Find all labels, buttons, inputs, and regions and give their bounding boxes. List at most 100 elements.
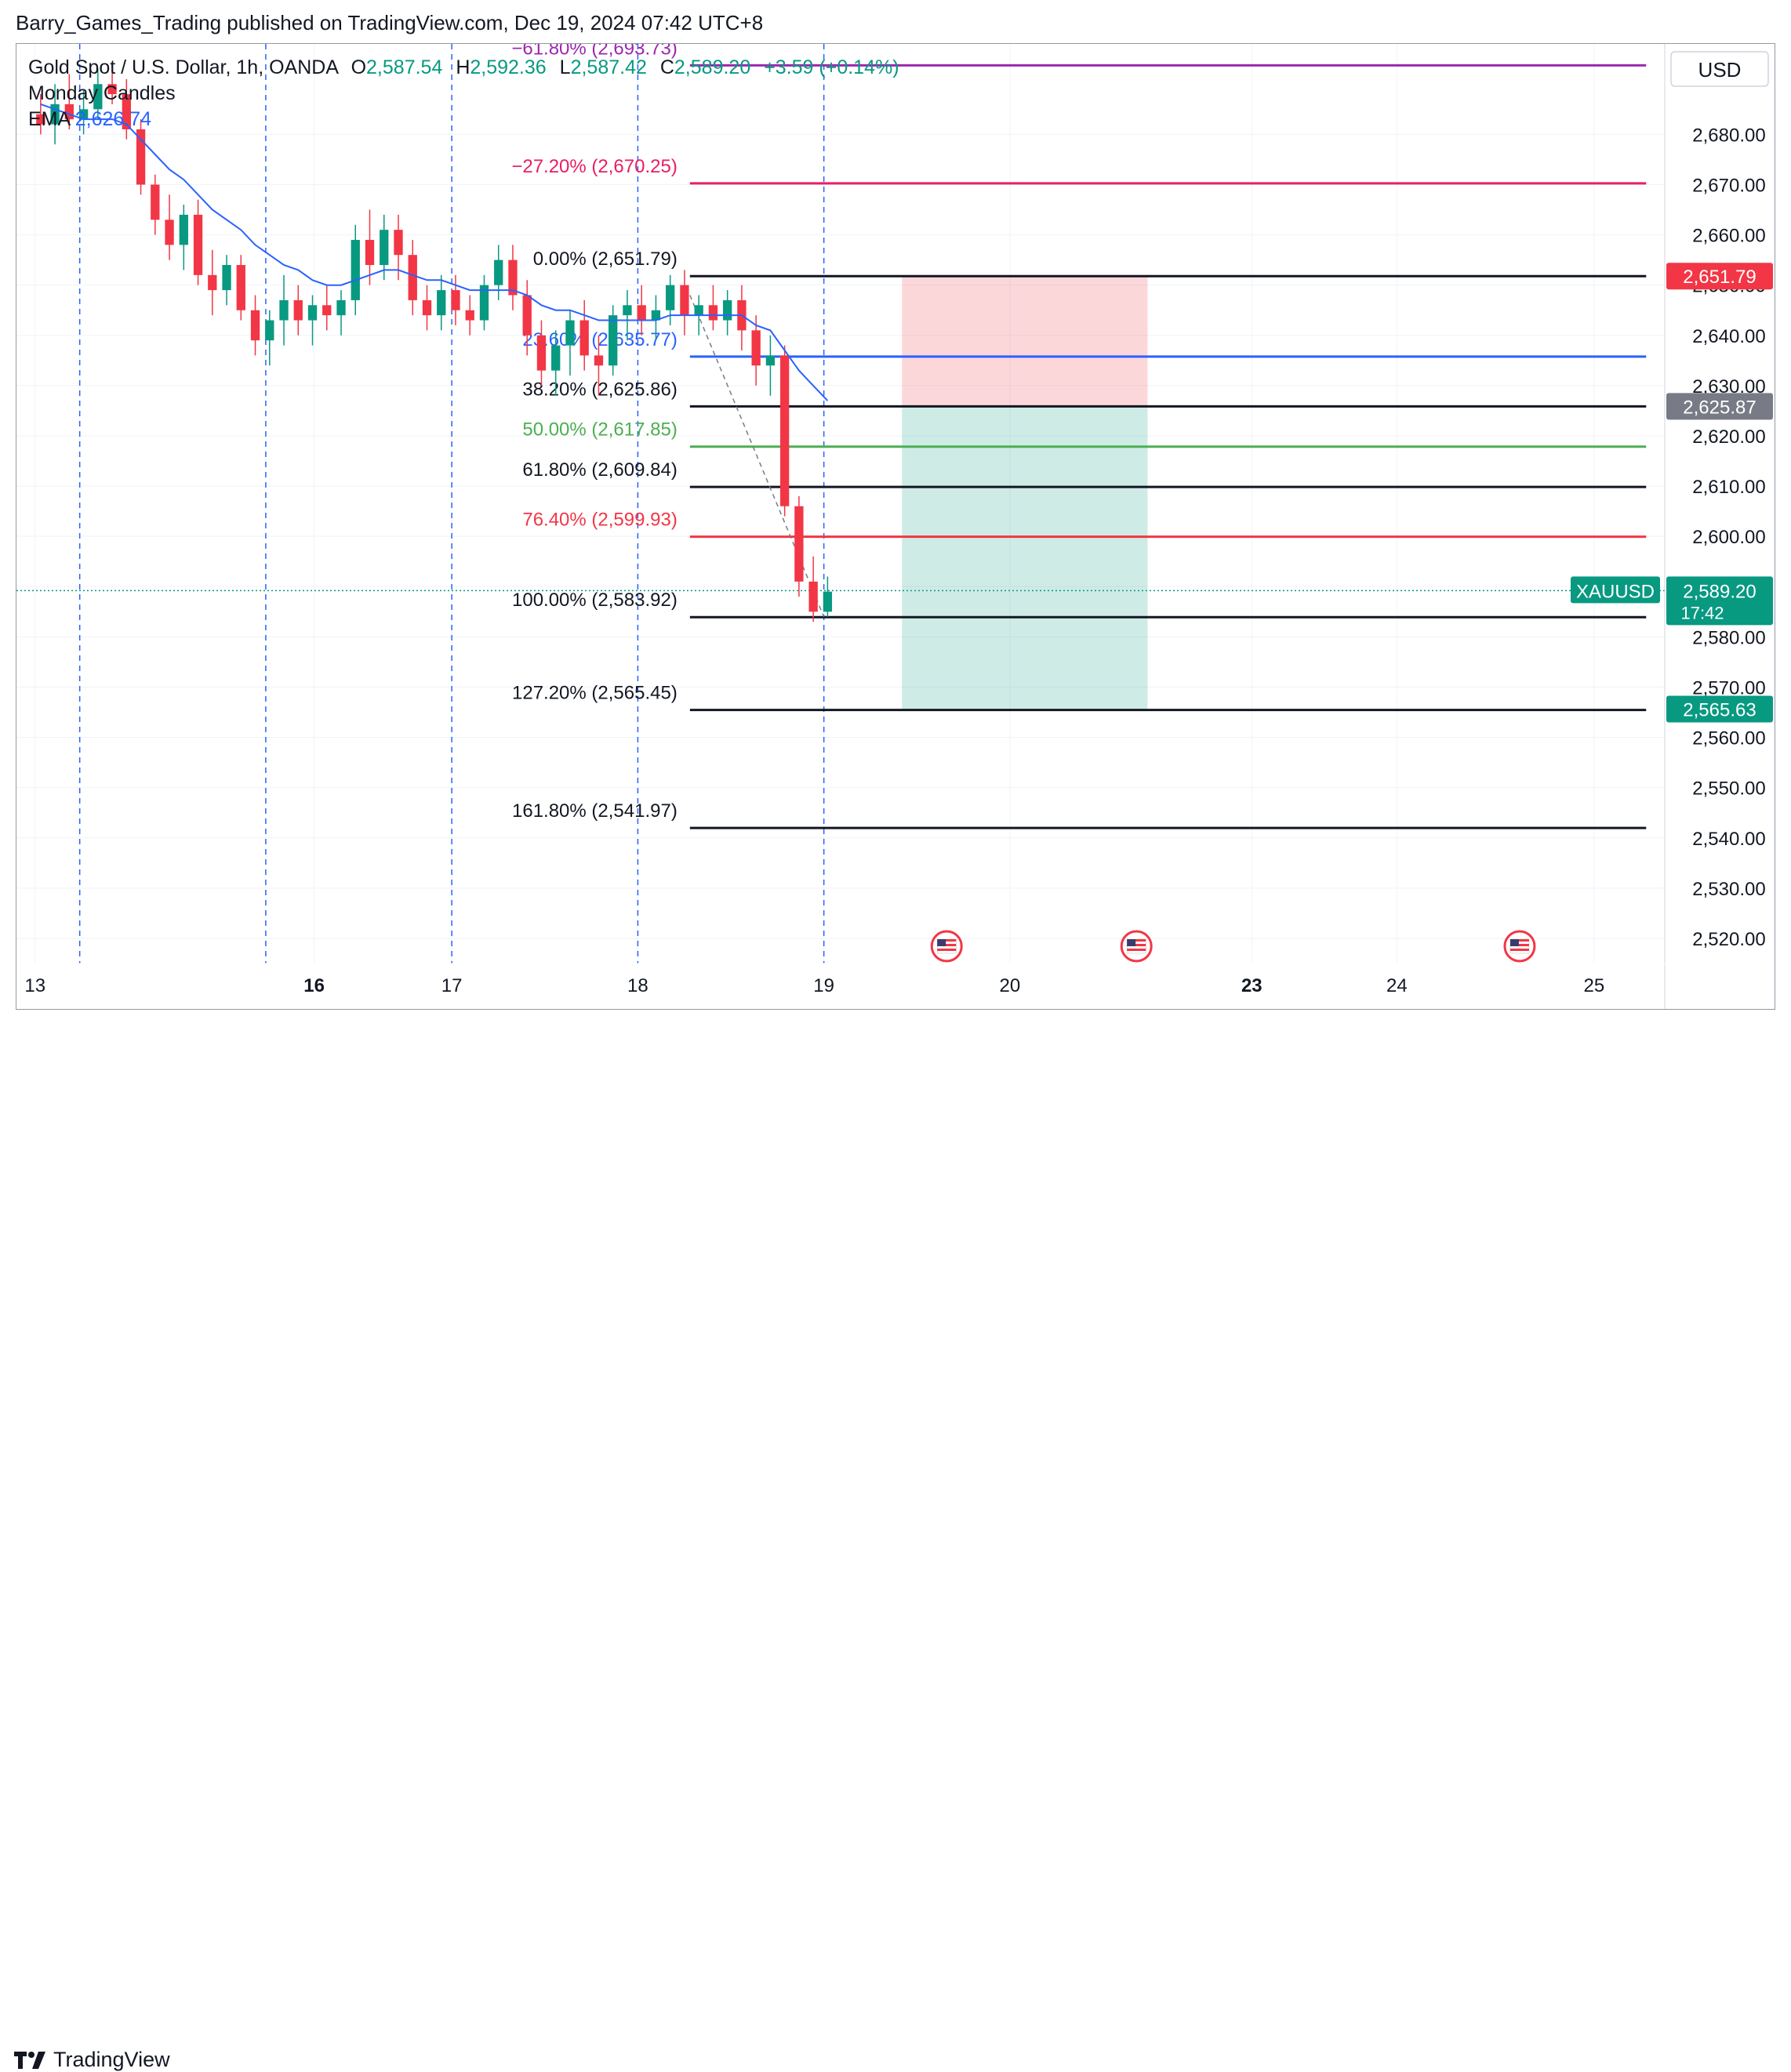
time-tick-label: 24 xyxy=(1386,975,1408,996)
candle-body[interactable] xyxy=(637,305,646,321)
candle-body[interactable] xyxy=(479,285,489,321)
price-badge[interactable] xyxy=(1666,393,1773,420)
legend-indicator-monday-candles[interactable]: Monday Candles xyxy=(28,82,176,104)
currency-button[interactable] xyxy=(1670,51,1769,87)
fib-level-label: 50.00% (2,617.85) xyxy=(522,419,677,441)
candle-body[interactable] xyxy=(594,355,604,366)
candle-body[interactable] xyxy=(307,305,318,321)
candle-body[interactable] xyxy=(50,103,60,125)
candle-body[interactable] xyxy=(508,259,518,296)
candle-body[interactable] xyxy=(437,290,446,316)
candle-body[interactable] xyxy=(680,285,689,316)
candle-body[interactable] xyxy=(322,305,332,316)
candle-body[interactable] xyxy=(779,355,790,506)
candle-body[interactable] xyxy=(666,285,675,310)
price-tick-label: 2,530.00 xyxy=(1692,879,1765,900)
fib-level-label: 127.20% (2,565.45) xyxy=(512,683,678,704)
candle-body[interactable] xyxy=(122,94,131,129)
legend-indicator-ema[interactable]: EMA 2,626.74 xyxy=(28,107,899,132)
fib-level-label: 161.80% (2,541.97) xyxy=(512,800,678,822)
candle-body[interactable] xyxy=(208,274,217,291)
candle-body[interactable] xyxy=(723,299,732,321)
legend-close-label: C xyxy=(659,56,674,78)
candle-body[interactable] xyxy=(651,310,661,321)
candle-body[interactable] xyxy=(609,315,618,366)
time-tick-label: 19 xyxy=(813,975,834,996)
candle-body[interactable] xyxy=(380,230,389,266)
candle-body[interactable] xyxy=(265,320,274,341)
legend-ohlc-row: Gold Spot / U.S. Dollar, 1h, OANDA O2,58… xyxy=(28,55,899,81)
candle-body[interactable] xyxy=(408,255,417,300)
legend-ema-label: EMA xyxy=(28,108,70,130)
candle-body[interactable] xyxy=(422,299,432,316)
candle-body[interactable] xyxy=(336,299,346,316)
price-tick-label: 2,670.00 xyxy=(1692,175,1765,196)
candle-body[interactable] xyxy=(165,220,174,245)
fib-level-label: 0.00% (2,651.79) xyxy=(533,249,678,270)
candle-body[interactable] xyxy=(579,320,589,356)
candle-body[interactable] xyxy=(451,290,460,310)
candle-body[interactable] xyxy=(765,355,776,366)
price-badge[interactable] xyxy=(1666,695,1773,723)
candle-body[interactable] xyxy=(236,265,245,310)
candle-body[interactable] xyxy=(551,345,561,371)
candle-body[interactable] xyxy=(78,109,89,120)
candle-body[interactable] xyxy=(623,305,632,316)
candle-body[interactable] xyxy=(365,239,375,266)
price-badge[interactable] xyxy=(1666,263,1773,290)
price-badge-label: 2,565.63 xyxy=(1683,699,1756,720)
trend-line[interactable] xyxy=(689,295,825,618)
fib-level-label: 38.20% (2,625.86) xyxy=(522,379,677,400)
candle-body[interactable] xyxy=(179,214,188,245)
us-flag-icon[interactable] xyxy=(1503,930,1536,963)
candle-body[interactable] xyxy=(193,214,203,275)
legend-high-value: 2,592.36 xyxy=(470,56,547,78)
candle-body[interactable] xyxy=(465,310,474,321)
position-target-zone[interactable] xyxy=(902,406,1148,709)
position-stop-zone[interactable] xyxy=(902,276,1148,407)
candle-body[interactable] xyxy=(494,259,503,285)
bar-countdown-label: 17:42 xyxy=(1680,603,1724,622)
candle-body[interactable] xyxy=(151,184,160,220)
candle-body[interactable] xyxy=(565,320,575,346)
fib-level-label: −27.20% (2,670.25) xyxy=(511,156,678,177)
candle-body[interactable] xyxy=(708,305,718,321)
candle-body[interactable] xyxy=(808,581,818,612)
candle-body[interactable] xyxy=(279,299,289,321)
candle-body[interactable] xyxy=(64,103,74,120)
candle-body[interactable] xyxy=(36,114,45,125)
chart-legend: Gold Spot / U.S. Dollar, 1h, OANDA O2,58… xyxy=(28,55,899,132)
candle-body[interactable] xyxy=(136,129,146,185)
candle-body[interactable] xyxy=(351,239,360,300)
legend-open-label: O xyxy=(351,56,367,78)
candle-body[interactable] xyxy=(107,84,117,95)
chart-frame[interactable]: −61.80% (2,693.73) −27.20% (2,670.25) 0.00… xyxy=(16,43,1775,1010)
price-tick-label: 2,580.00 xyxy=(1692,627,1765,648)
time-tick-label: 16 xyxy=(303,975,325,996)
candle-body[interactable] xyxy=(250,310,260,341)
candle-body[interactable] xyxy=(794,506,804,582)
candle-body[interactable] xyxy=(394,230,403,256)
us-flag-icon[interactable] xyxy=(1120,930,1153,963)
symbol-tag-label: XAUUSD xyxy=(1576,581,1655,602)
fib-level-label: 76.40% (2,599.93) xyxy=(522,510,677,531)
tradingview-logo[interactable]: TradingView xyxy=(14,2048,170,2072)
ema-line[interactable] xyxy=(40,103,829,401)
price-chart[interactable]: −61.80% (2,693.73) −27.20% (2,670.25) 0.00… xyxy=(16,44,1775,1009)
candle-body[interactable] xyxy=(222,265,231,291)
candle-body[interactable] xyxy=(93,84,103,110)
time-tick-label: 17 xyxy=(441,975,463,996)
candle-body[interactable] xyxy=(536,335,547,371)
price-tick-label: 2,520.00 xyxy=(1692,929,1765,950)
symbol-tag[interactable] xyxy=(1571,576,1660,604)
tradingview-brand: TradingView xyxy=(53,2048,170,2071)
candle-body[interactable] xyxy=(293,299,303,321)
candle-body[interactable] xyxy=(823,591,833,612)
candle-body[interactable] xyxy=(522,295,532,336)
candle-body[interactable] xyxy=(694,305,703,316)
us-flag-icon[interactable] xyxy=(930,930,963,963)
last-price-badge[interactable] xyxy=(1666,576,1773,626)
candle-body[interactable] xyxy=(751,330,761,366)
footer: TradingView xyxy=(0,1019,1791,2071)
legend-symbol[interactable]: Gold Spot / U.S. Dollar, 1h, OANDA xyxy=(28,56,338,78)
